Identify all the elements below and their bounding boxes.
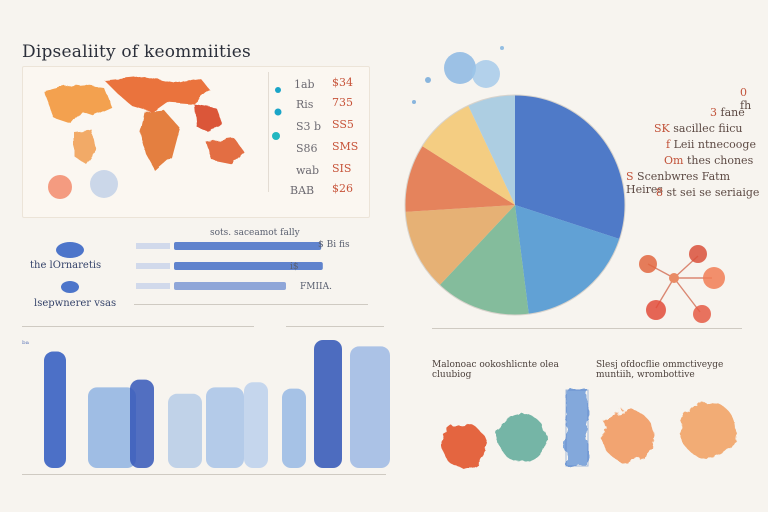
hbar-track: [136, 283, 170, 289]
vbar: [350, 346, 390, 468]
vbar: [206, 387, 244, 468]
world-map: [44, 76, 244, 199]
pie-slice: [405, 205, 515, 286]
legend-item: S Scenbwres Fatm Heires: [626, 170, 730, 196]
stat-value: SS5: [332, 118, 354, 131]
vbar-chart: [44, 340, 390, 468]
left-label-1: the lOrnaretis: [30, 260, 102, 271]
vbar: [168, 393, 202, 468]
vbar: [88, 387, 136, 468]
hbar: [174, 242, 322, 250]
legend-item: 0 fh: [740, 86, 752, 112]
divider: [286, 326, 384, 327]
pie-slice: [515, 205, 620, 315]
hbar-track: [136, 263, 170, 269]
stat-value: $34: [332, 76, 353, 89]
left-label-2: lsepwnerer vsas: [34, 298, 117, 309]
hbar: [174, 282, 286, 290]
pie-slice: [422, 105, 515, 205]
splash-icon: [412, 46, 504, 104]
network-icon: [639, 245, 725, 323]
hbar-chart: [136, 242, 323, 290]
splash-icon: [498, 414, 546, 462]
pie-slice: [439, 205, 529, 315]
divider: [22, 326, 254, 327]
vbar: [130, 379, 154, 468]
stat-code: S86: [296, 142, 318, 155]
page-title: Dipsealiity of keommiities: [22, 42, 251, 62]
hbar-end-label: $ Bi fis: [318, 240, 350, 250]
splash-icon: [680, 402, 736, 458]
stat-code: BAB: [290, 184, 315, 197]
hbar: [174, 262, 323, 270]
vbar: [282, 388, 306, 468]
legend-item: SK sacillec fiicu: [654, 122, 743, 135]
blob-icon: [48, 175, 72, 199]
vbar: [44, 351, 66, 468]
pie-slice: [468, 95, 515, 205]
stat-value: $26: [332, 182, 353, 195]
hbar-end-label: i$: [290, 262, 299, 272]
pie-ring: [404, 94, 626, 316]
blob-icon: [56, 242, 84, 258]
hbar-header: sots. saceamot fally: [210, 228, 300, 238]
legend-item: f Leii ntnecooge: [666, 138, 756, 151]
legend-item: Om thes chones: [664, 154, 754, 167]
divider: [134, 304, 368, 305]
pie-chart: [404, 94, 626, 316]
stat-code: S3 b: [296, 120, 322, 133]
vbar: [244, 382, 268, 468]
caption-left: Malonoac ookoshlicnte olea cluubiog: [432, 360, 559, 380]
stat-code: 1ab: [294, 78, 315, 91]
hbar-end-label: FMIIA.: [300, 282, 332, 292]
legend-item: 8 st sei se seriaige: [656, 186, 760, 199]
pin-icons: [272, 87, 282, 140]
splash-icon: [442, 424, 486, 468]
bar-icon: [566, 390, 588, 466]
vbar: [314, 340, 342, 468]
axis-tick: ᵇᵃ: [22, 340, 30, 350]
baseline: [22, 474, 386, 475]
blob-icon: [61, 281, 79, 293]
pie-slice: [515, 95, 625, 239]
bottom-illustration: [442, 389, 736, 468]
divider: [432, 328, 742, 329]
hbar-track: [136, 243, 170, 249]
pie-slice: [405, 146, 515, 212]
blob-icon: [90, 170, 118, 198]
splash-icon: [602, 410, 654, 462]
stat-value: SIS: [332, 162, 352, 175]
caption-right: Slesj ofdocflie ommctiveyge muntiih, wro…: [596, 360, 724, 380]
stat-code: Ris: [296, 98, 314, 111]
hbar-panel: sots. saceamot fally the lOrnaretis lsep…: [0, 220, 370, 316]
stat-value: 735: [332, 96, 353, 109]
stat-value: SMS: [332, 140, 359, 153]
bar-panel: ᵇᵃ: [0, 320, 400, 500]
legend-item: 3 fane: [710, 106, 745, 119]
stat-code: wab: [296, 164, 320, 177]
